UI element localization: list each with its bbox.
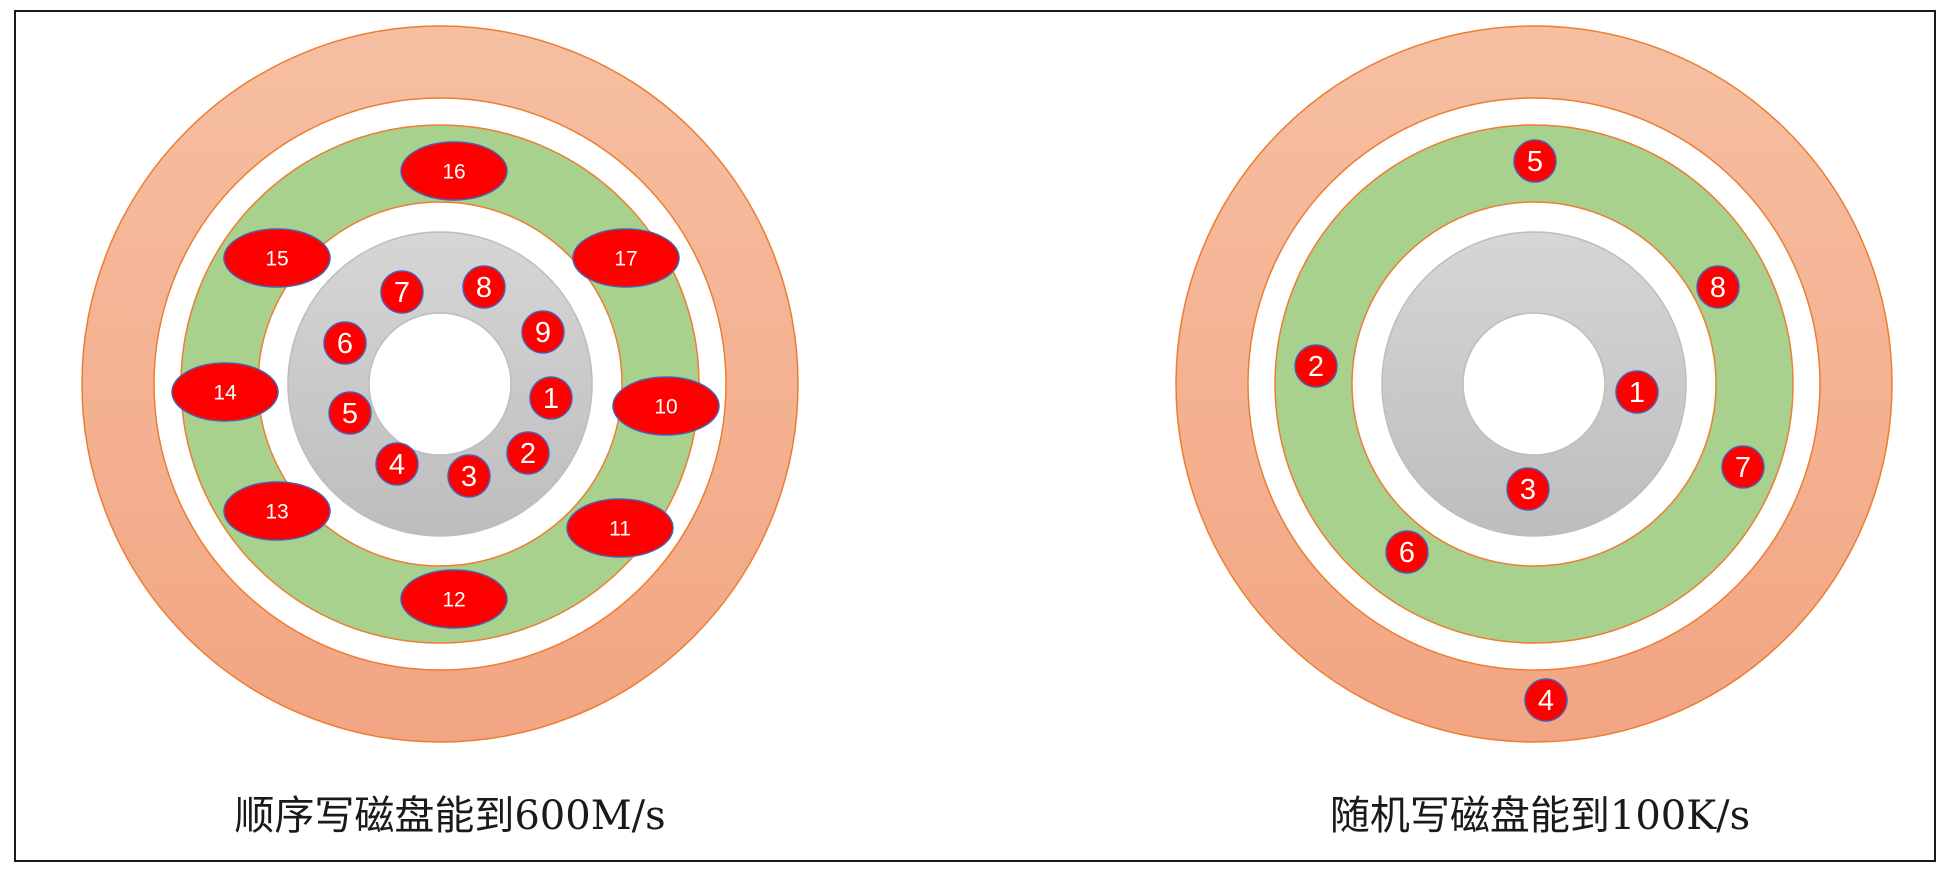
data-block-label: 6 (1399, 537, 1415, 569)
data-block-3: 3 (447, 454, 491, 498)
data-block-label: 14 (213, 382, 237, 405)
data-block-label: 3 (1520, 474, 1536, 506)
data-block-label: 5 (342, 398, 358, 430)
data-block-label: 2 (520, 438, 536, 470)
data-block-7: 7 (1721, 445, 1765, 489)
data-block-2: 2 (506, 431, 550, 475)
data-block-label: 8 (476, 272, 492, 304)
data-block-marker (171, 362, 279, 422)
data-block-marker (323, 321, 367, 365)
data-block-marker (506, 431, 550, 475)
data-block-label: 4 (389, 449, 405, 481)
data-block-marker (1506, 467, 1550, 511)
data-block-4: 4 (1524, 678, 1568, 722)
data-block-5: 5 (328, 391, 372, 435)
data-block-label: 2 (1308, 351, 1324, 383)
sequential-write-caption: 顺序写磁盘能到600M/s (234, 793, 666, 839)
spindle-hole (1462, 312, 1606, 456)
data-block-label: 1 (1629, 377, 1645, 409)
data-block-6: 6 (1385, 530, 1429, 574)
data-block-8: 8 (1696, 265, 1740, 309)
data-block-marker (1696, 265, 1740, 309)
data-block-marker (521, 310, 565, 354)
data-block-label: 17 (614, 248, 637, 271)
data-block-label: 9 (535, 317, 551, 349)
data-block-7: 7 (380, 270, 424, 314)
data-block-marker (375, 442, 419, 486)
data-block-label: 4 (1538, 685, 1554, 717)
data-block-marker (1294, 344, 1338, 388)
data-block-marker (529, 376, 573, 420)
data-block-4: 4 (375, 442, 419, 486)
data-block-17: 17 (572, 228, 680, 288)
data-block-marker (400, 569, 508, 629)
data-block-label: 5 (1527, 146, 1543, 178)
data-block-marker (1524, 678, 1568, 722)
data-block-15: 15 (223, 228, 331, 288)
data-block-label: 7 (1735, 452, 1751, 484)
data-block-label: 11 (609, 518, 631, 541)
data-block-8: 8 (462, 265, 506, 309)
data-block-marker (566, 498, 674, 558)
data-block-label: 13 (265, 501, 288, 524)
spindle-hole (368, 312, 512, 456)
data-block-label: 12 (442, 589, 465, 612)
data-block-label: 1 (543, 383, 559, 415)
random-disk: 1 2 3 4 5 6 7 8 (1175, 25, 1893, 743)
data-block-2: 2 (1294, 344, 1338, 388)
data-block-label: 10 (654, 396, 677, 419)
data-block-12: 12 (400, 569, 508, 629)
data-block-marker (462, 265, 506, 309)
data-block-1: 1 (1615, 370, 1659, 414)
data-block-label: 3 (461, 461, 477, 493)
data-block-marker (1615, 370, 1659, 414)
data-block-1: 1 (529, 376, 573, 420)
data-block-14: 14 (171, 362, 279, 422)
data-block-16: 16 (400, 141, 508, 201)
data-block-marker (380, 270, 424, 314)
data-block-label: 8 (1710, 272, 1726, 304)
data-block-marker (223, 228, 331, 288)
random-write-caption: 随机写磁盘能到100K/s (1329, 793, 1751, 839)
data-block-marker (328, 391, 372, 435)
data-block-11: 11 (566, 498, 674, 558)
data-block-marker (612, 376, 720, 436)
data-block-10: 10 (612, 376, 720, 436)
data-block-marker (1513, 139, 1557, 183)
data-block-marker (1385, 530, 1429, 574)
data-block-marker (1721, 445, 1765, 489)
data-block-9: 9 (521, 310, 565, 354)
data-block-label: 6 (337, 328, 353, 360)
data-block-marker (400, 141, 508, 201)
data-block-13: 13 (223, 481, 331, 541)
data-block-6: 6 (323, 321, 367, 365)
data-block-label: 7 (394, 277, 410, 309)
data-block-5: 5 (1513, 139, 1557, 183)
data-block-label: 16 (442, 161, 465, 184)
data-block-marker (572, 228, 680, 288)
data-block-marker (223, 481, 331, 541)
data-block-marker (447, 454, 491, 498)
data-block-3: 3 (1506, 467, 1550, 511)
data-block-label: 15 (265, 248, 288, 271)
